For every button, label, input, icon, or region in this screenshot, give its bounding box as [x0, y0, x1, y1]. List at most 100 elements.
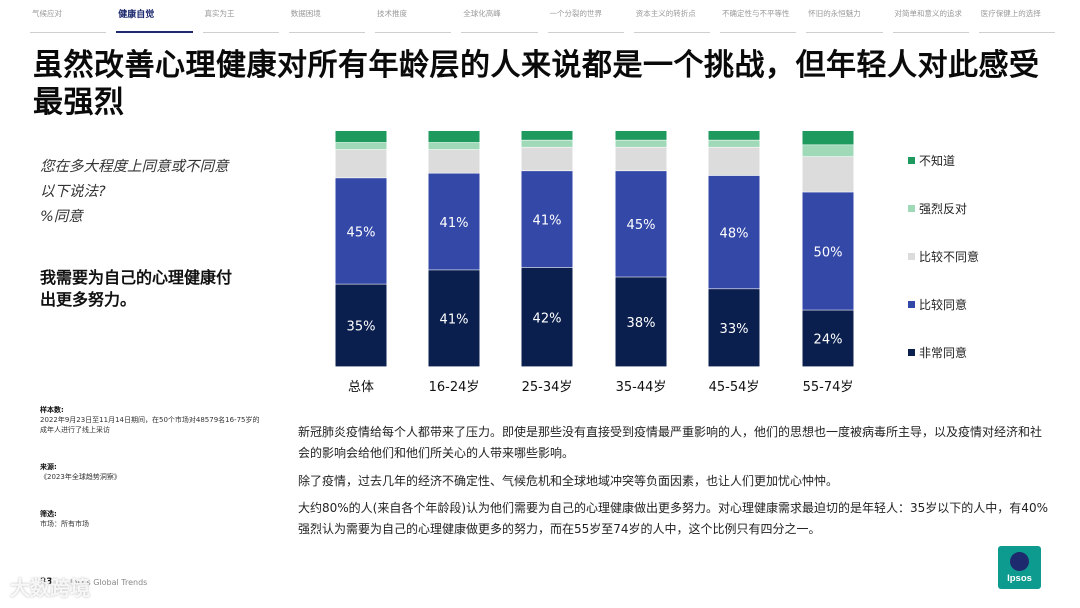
- bar-segment: [615, 277, 667, 367]
- top-navigation: 气候应对 健康自觉 真实为王 数据困境 技术推度 全球化高峰 一个分裂的世界 资本主义的转折点…: [30, 8, 1065, 33]
- body-paragraph-2: 除了疫情，过去几年的经济不确定性、气候危机和全球地域冲突等负面因素，也让人们更加…: [298, 474, 839, 488]
- sample-text: 2022年9月23日至11月14日期间，在50个市场对48579名16-75岁的…: [40, 416, 260, 434]
- survey-question-line: 您在多大程度上同意或不同意以下说法?: [40, 159, 229, 200]
- bar-segment: [615, 171, 667, 277]
- nav-tab[interactable]: 一个分裂的世界: [549, 9, 603, 18]
- bar-segment: [335, 142, 387, 150]
- bar-segment: [708, 131, 760, 140]
- legend-item: 非常同意: [908, 344, 967, 361]
- bar-segment: [802, 145, 854, 157]
- nav-tab-underline: [116, 31, 193, 33]
- bar-segment: [428, 149, 480, 173]
- nav-tab-underline: [288, 32, 365, 33]
- bar-segment: [615, 147, 667, 171]
- nav-tab-underline: [30, 32, 107, 33]
- legend-swatch: [908, 301, 915, 308]
- legend-label: 比较同意: [919, 298, 968, 312]
- nav-tab-underline: [461, 32, 538, 33]
- nav-tab[interactable]: 不确定性与不平等性: [722, 9, 790, 18]
- source-info: 来源: 《2023年全球趋势洞察》: [40, 462, 260, 482]
- data-label: 41%: [440, 313, 469, 328]
- bar-segment: [521, 131, 573, 140]
- nav-tab[interactable]: 健康自觉: [118, 10, 155, 20]
- bar-segment: [428, 142, 480, 150]
- bar-segment: [521, 147, 573, 171]
- bar-segment: [428, 270, 480, 367]
- footer-text: Ipsos Global Trends: [70, 578, 148, 587]
- bar-segment: [802, 192, 854, 310]
- data-label: 38%: [627, 316, 656, 331]
- bar-segment: [802, 131, 854, 145]
- legend-swatch: [908, 205, 915, 212]
- data-label: 45%: [627, 218, 656, 233]
- page-title: 虽然改善心理健康对所有年龄层的人来说都是一个挑战，但年轻人对此感受最强烈: [33, 48, 1040, 120]
- nav-tab[interactable]: 怀旧的永恒魅力: [808, 9, 861, 18]
- bar-segment: [521, 267, 573, 367]
- nav-tab[interactable]: 医疗保健上的选择: [980, 9, 1041, 18]
- nav-tab-underline: [892, 32, 969, 33]
- nav-tab[interactable]: 对简单和意义的追求: [894, 9, 963, 18]
- category-tick-label: 55-74岁: [803, 380, 854, 395]
- filter-label: 筛选:: [40, 510, 57, 518]
- source-text: 《2023年全球趋势洞察》: [40, 473, 121, 481]
- nav-tab-underline: [720, 32, 797, 33]
- data-label: 41%: [533, 214, 562, 229]
- bar-segment: [428, 173, 480, 270]
- legend-swatch: [908, 349, 915, 356]
- nav-tab-underline: [547, 32, 624, 33]
- legend-item: 比较同意: [908, 296, 967, 313]
- nav-tab[interactable]: 气候应对: [32, 9, 62, 18]
- body-paragraph-3: 大约80%的人(来自各个年龄段)认为他们需要为自己的心理健康做出更多努力。对心理…: [298, 501, 1048, 536]
- data-label: 24%: [814, 333, 843, 348]
- body-paragraph-1: 新冠肺炎疫情给每个人都带来了压力。即使是那些没有直接受到疫情最严重影响的人，他们…: [298, 425, 1043, 460]
- bar-segment: [708, 147, 760, 176]
- bar-segment: [802, 310, 854, 367]
- nav-tab[interactable]: 资本主义的转折点: [635, 9, 696, 18]
- watermark-text: 大数跨境: [10, 576, 90, 600]
- nav-tab[interactable]: 数据困境: [290, 9, 321, 18]
- bar-segment: [335, 178, 387, 284]
- nav-tab-underline: [375, 32, 452, 33]
- data-label: 42%: [533, 311, 562, 326]
- nav-tab[interactable]: 全球化高峰: [463, 9, 501, 18]
- nav-tab-underline: [978, 32, 1055, 33]
- legend-item: 不知道: [908, 152, 955, 169]
- legend-item: 强烈反对: [908, 200, 967, 217]
- survey-statement: 我需要为自己的心理健康付出更多努力。: [40, 268, 233, 309]
- legend-label: 非常同意: [919, 346, 968, 360]
- category-tick-label: 总体: [348, 380, 374, 395]
- filter-text: 市场：所有市场: [40, 520, 89, 528]
- bar-segment: [521, 140, 573, 147]
- survey-question: 您在多大程度上同意或不同意以下说法? %同意: [40, 155, 235, 230]
- category-tick-label: 35-44岁: [616, 380, 667, 395]
- legend-swatch: [908, 157, 915, 164]
- filter-info: 筛选: 市场：所有市场: [40, 509, 260, 529]
- logo-text: Ipsos: [1007, 573, 1032, 584]
- nav-tab[interactable]: 真实为王: [204, 9, 235, 18]
- bar-segment: [615, 131, 667, 140]
- sample-info: 样本数: 2022年9月23日至11月14日期间，在50个市场对48579名16…: [40, 405, 260, 435]
- category-tick-label: 45-54岁: [709, 380, 760, 395]
- data-label: 50%: [814, 245, 843, 260]
- bar-segment: [428, 131, 480, 143]
- nav-tab[interactable]: 技术推度: [377, 9, 407, 18]
- bar-segment: [802, 156, 854, 192]
- bar-segment: [708, 289, 760, 367]
- bar-segment: [521, 171, 573, 268]
- bar-segment: [708, 140, 760, 147]
- source-label: 来源:: [40, 463, 57, 471]
- logo-circle-icon: [1010, 552, 1029, 571]
- bar-segment: [335, 284, 387, 367]
- survey-question-line: %同意: [40, 209, 83, 225]
- bar-segment: [708, 175, 760, 289]
- nav-tab-underline: [806, 32, 883, 33]
- legend-label: 比较不同意: [919, 250, 980, 264]
- data-label: 48%: [720, 226, 749, 241]
- data-label: 41%: [440, 216, 469, 231]
- category-tick-label: 16-24岁: [429, 380, 480, 395]
- legend-label: 不知道: [919, 154, 956, 168]
- ipsos-logo: Ipsos: [998, 546, 1041, 589]
- legend-label: 强烈反对: [919, 202, 968, 216]
- data-label: 35%: [347, 320, 376, 335]
